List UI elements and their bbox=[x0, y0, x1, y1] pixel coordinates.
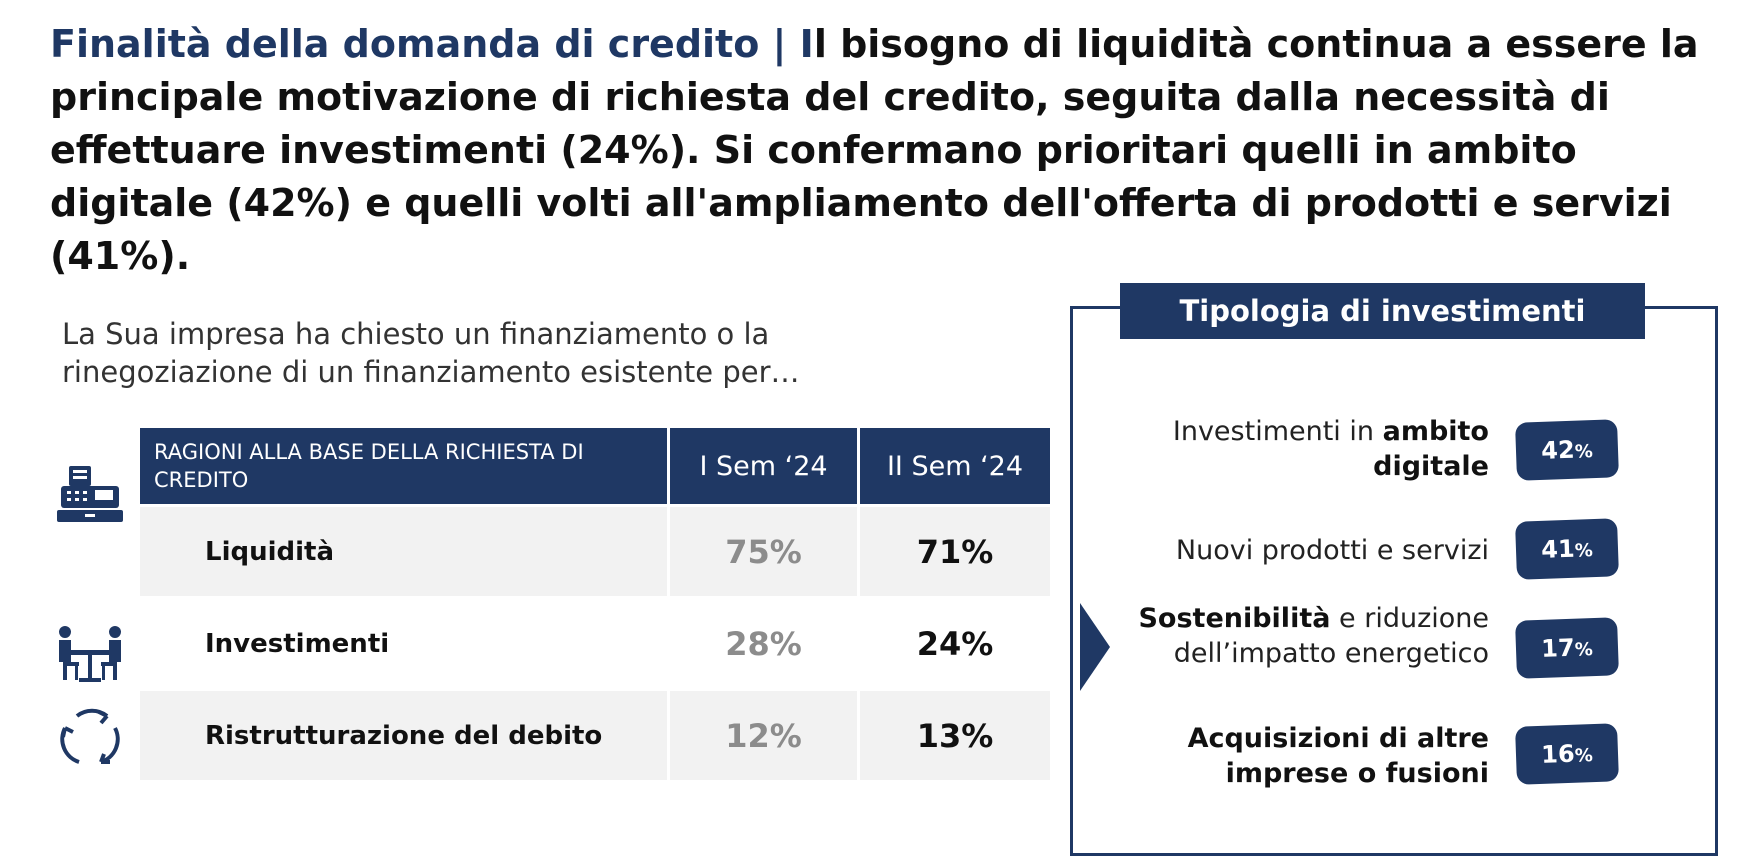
table-row-debt-restructuring: Ristrutturazione del debito 12% 13% bbox=[140, 688, 1050, 780]
row-label: Ristrutturazione del debito bbox=[140, 688, 670, 780]
row-value-curr: 24% bbox=[860, 596, 1050, 688]
pointer-arrow-icon bbox=[1080, 603, 1110, 691]
page-headline: Finalità della domanda di credito | Il b… bbox=[50, 18, 1720, 283]
investment-item-digital: Investimenti in ambito digitale bbox=[1172, 416, 1489, 482]
investment-value-digital: 42% bbox=[1515, 419, 1619, 481]
row-value-prev: 28% bbox=[670, 596, 860, 688]
table-row-liquidity: Liquidità 75% 71% bbox=[140, 504, 1050, 596]
investment-value-sustainability: 17% bbox=[1515, 617, 1619, 679]
row-value-prev: 12% bbox=[670, 688, 860, 780]
investment-item-sustainability: Sostenibilità e riduzione dell’impatto e… bbox=[1138, 603, 1489, 669]
row-value-curr: 71% bbox=[860, 504, 1050, 596]
row-value-curr: 13% bbox=[860, 688, 1050, 780]
survey-question: La Sua impresa ha chiesto un finanziamen… bbox=[62, 317, 800, 389]
meeting-icon bbox=[59, 626, 121, 682]
header-second-semester: II Sem ‘24 bbox=[860, 428, 1050, 504]
cycle-arrows-icon bbox=[60, 708, 120, 764]
investment-value-new-products: 41% bbox=[1515, 518, 1619, 580]
header-reasons: RAGIONI ALLA BASE DELLA RICHIESTA DI CRE… bbox=[140, 428, 670, 504]
row-value-prev: 75% bbox=[670, 504, 860, 596]
investment-value-acquisitions: 16% bbox=[1515, 723, 1619, 785]
credit-reasons-table: RAGIONI ALLA BASE DELLA RICHIESTA DI CRE… bbox=[140, 428, 1050, 780]
header-first-semester: I Sem ‘24 bbox=[670, 428, 860, 504]
table-header-row: RAGIONI ALLA BASE DELLA RICHIESTA DI CRE… bbox=[140, 428, 1050, 504]
investment-item-acquisitions: Acquisizioni di altre imprese o fusioni bbox=[1187, 723, 1489, 789]
row-label: Investimenti bbox=[140, 596, 670, 688]
investment-types-title: Tipologia di investimenti bbox=[1120, 283, 1645, 339]
cash-register-icon bbox=[57, 466, 123, 522]
investment-item-new-products: Nuovi prodotti e servizi bbox=[1175, 535, 1489, 566]
table-row-investments: Investimenti 28% 24% bbox=[140, 596, 1050, 688]
headline-text: l bisogno di liquidità continua a essere… bbox=[50, 22, 1699, 278]
headline-accent: Finalità della domanda di credito | I bbox=[50, 22, 814, 66]
row-label: Liquidità bbox=[140, 504, 670, 596]
